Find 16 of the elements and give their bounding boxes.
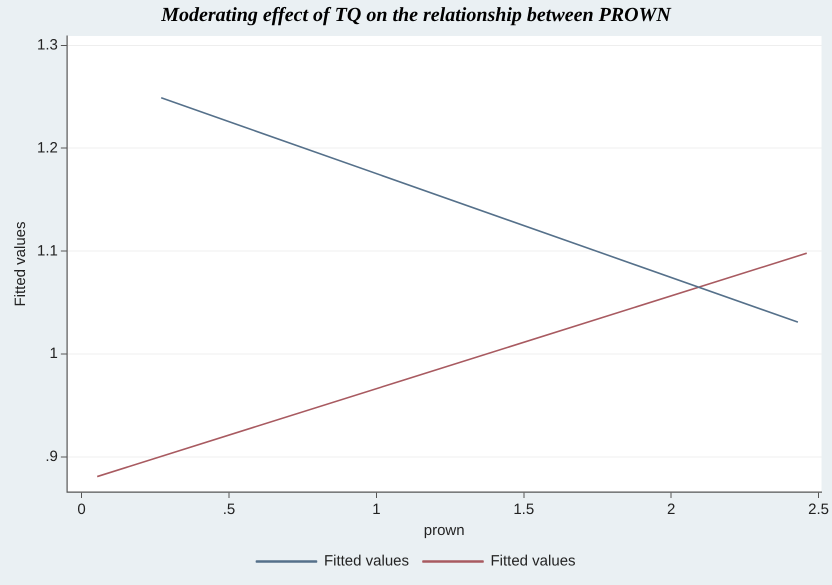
y-tick-label: 1 (50, 345, 58, 362)
legend-label: Fitted values (324, 552, 410, 570)
x-tick-label: .5 (222, 501, 236, 518)
x-tick-label: 0 (77, 501, 86, 518)
y-tick-label: 1.1 (36, 242, 58, 260)
y-tick-label: 1.2 (36, 139, 58, 156)
y-tick-label: .9 (45, 448, 58, 466)
x-axis-title: prown (424, 522, 465, 540)
chart-title: Moderating effect of TQ on the relationship between PROWN (160, 4, 672, 26)
x-tick-label: 1.5 (513, 501, 534, 518)
y-tick-label: 1.3 (36, 36, 58, 54)
y-axis-title: Fitted values (12, 221, 30, 307)
legend-label: Fitted values (490, 552, 576, 570)
x-tick-label: 2.5 (808, 501, 829, 518)
x-tick-label: 1 (372, 501, 381, 518)
x-tick-label: 2 (666, 501, 676, 518)
